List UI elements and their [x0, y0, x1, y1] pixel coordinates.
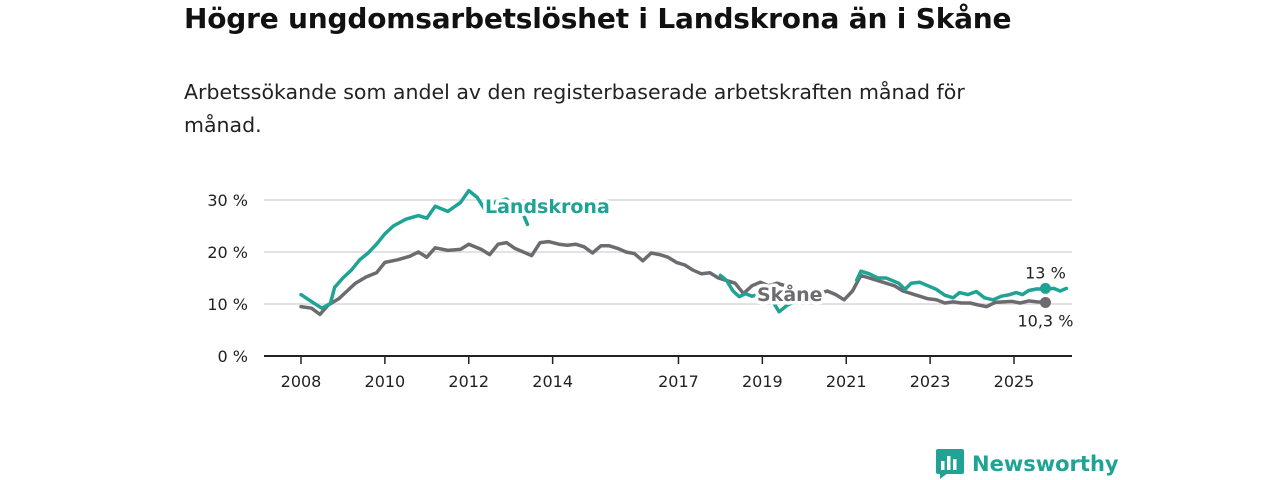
y-tick-label-10: 10 %	[207, 295, 248, 314]
series-line-sk-ne	[299, 239, 1048, 317]
chart-subtitle: Arbetssökande som andel av den registerb…	[184, 80, 965, 137]
series-label-landskrona: Landskrona	[485, 196, 610, 218]
skane-end-label: 10,3 %	[1017, 311, 1073, 330]
newsworthy-logo: Newsworthy	[936, 449, 1119, 479]
bar-chart-speech-icon	[936, 449, 964, 479]
x-tick-label-2025: 2025	[994, 372, 1035, 391]
series-line-landskrona	[299, 188, 530, 310]
series-line-landskrona-2	[718, 273, 760, 299]
x-tick-label-2017: 2017	[658, 372, 699, 391]
series-line-landskrona-4	[854, 269, 1069, 302]
x-tick-label-2023: 2023	[910, 372, 951, 391]
series-line-landskrona-3	[771, 299, 798, 314]
x-tick-label-2010: 2010	[365, 372, 406, 391]
logo-text: Newsworthy	[972, 452, 1119, 476]
chart-title: Högre ungdomsarbetslöshet i Landskrona ä…	[184, 2, 1012, 35]
landskrona-end-label: 13 %	[1025, 263, 1066, 282]
x-tick-label-2012: 2012	[448, 372, 489, 391]
y-tick-label-30: 30 %	[207, 191, 248, 210]
skane-end-point	[1039, 296, 1051, 308]
y-tick-label-20: 20 %	[207, 243, 248, 262]
x-tick-label-2021: 2021	[826, 372, 867, 391]
x-tick-label-2019: 2019	[742, 372, 783, 391]
series-label-skane: Skåne	[757, 282, 823, 306]
y-tick-label-0: 0 %	[218, 347, 248, 366]
x-tick-label-2014: 2014	[532, 372, 573, 391]
x-tick-label-2008: 2008	[281, 372, 322, 391]
landskrona-end-point	[1039, 282, 1051, 294]
